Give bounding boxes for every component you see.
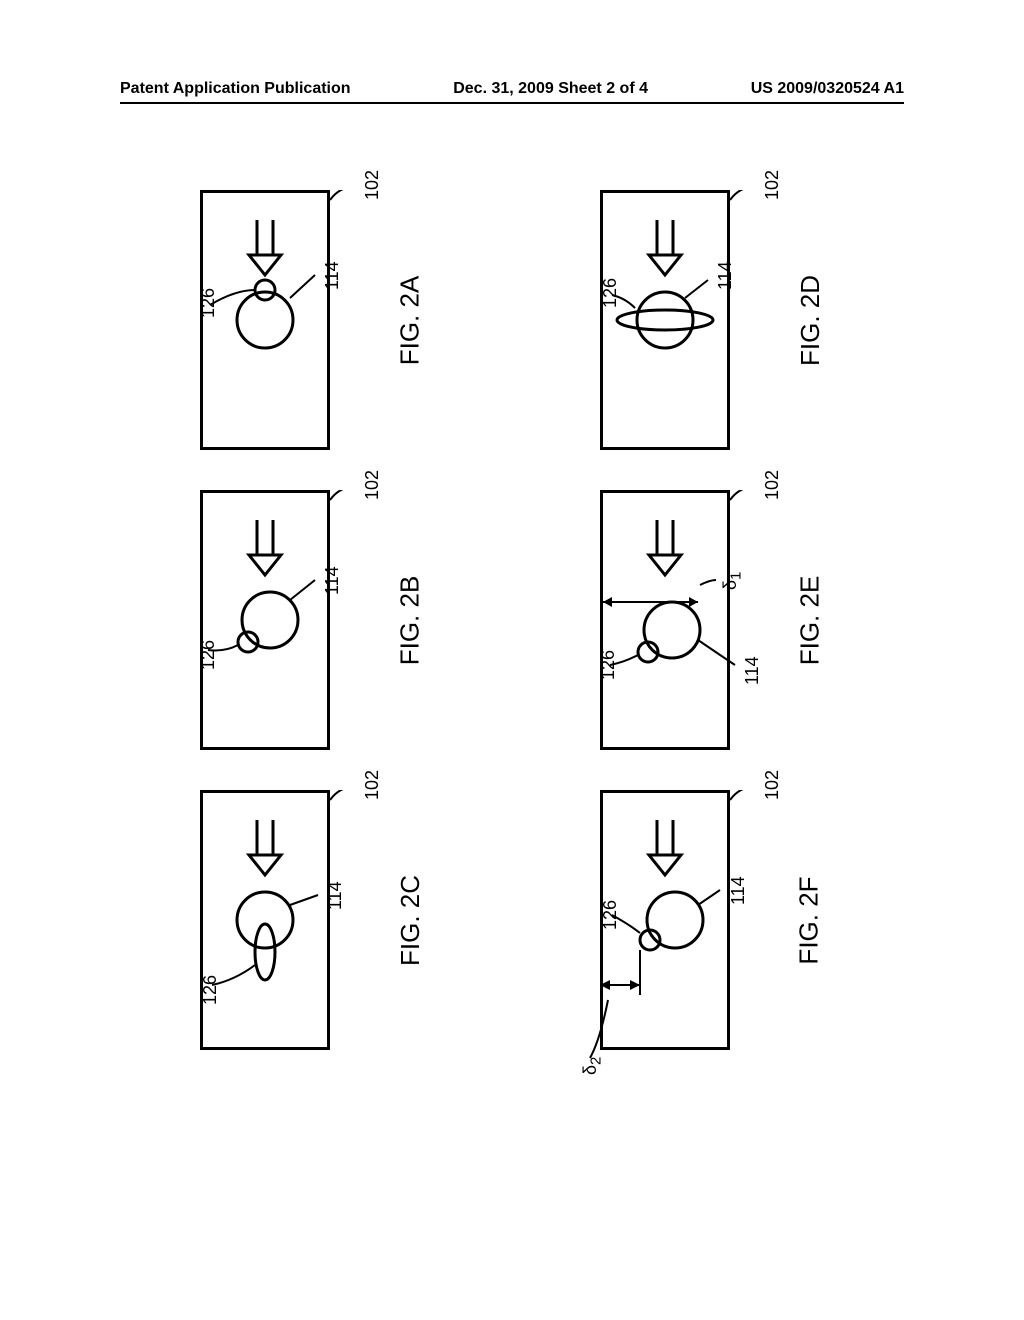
label-114-2c: 114 (325, 881, 346, 910)
label-102-2a: 102 (362, 170, 383, 200)
label-114-2d: 114 (715, 261, 736, 290)
header-center: Dec. 31, 2009 Sheet 2 of 4 (453, 80, 648, 98)
label-102-2d: 102 (762, 170, 783, 200)
label-114-2a: 114 (322, 261, 343, 290)
panel-2c (200, 790, 330, 1050)
label-delta1: δ1 (720, 572, 745, 590)
figcap-2e: FIG. 2E (794, 576, 825, 666)
panel-2d (600, 190, 730, 450)
panel-2e (600, 490, 730, 750)
delta2-sym: δ (580, 1065, 600, 1075)
header-left: Patent Application Publication (120, 80, 351, 98)
label-126-2c: 126 (200, 975, 221, 1005)
label-126-2f: 126 (600, 900, 621, 930)
label-126-2e: 126 (598, 650, 619, 680)
cell-2a: 126 114 102 FIG. 2A (140, 190, 490, 460)
cell-2e: 126 114 102 δ1 FIG. 2E (540, 490, 890, 760)
label-126-2b: 126 (198, 640, 219, 670)
delta1-sym: δ (720, 580, 740, 590)
panel-2b (200, 490, 330, 750)
figcap-2d: FIG. 2D (795, 275, 826, 366)
figcap-2c: FIG. 2C (395, 875, 426, 966)
label-102-2b: 102 (362, 470, 383, 500)
label-114-2f: 114 (728, 876, 749, 905)
figure-area: 126 114 102 FIG. 2A 126 114 102 (140, 190, 870, 1090)
label-114-2b: 114 (322, 566, 343, 595)
label-126-2d: 126 (600, 278, 621, 308)
figcap-2a: FIG. 2A (394, 276, 425, 366)
label-114-2e: 114 (742, 656, 763, 685)
cell-2b: 126 114 102 FIG. 2B (140, 490, 490, 760)
header-right: US 2009/0320524 A1 (751, 80, 904, 98)
delta1-sub: 1 (728, 572, 745, 580)
delta2-sub: 2 (588, 1057, 605, 1065)
figcap-2b: FIG. 2B (394, 576, 425, 666)
figcap-2f: FIG. 2F (794, 876, 825, 964)
label-102-2f: 102 (762, 770, 783, 800)
label-102-2e: 102 (762, 470, 783, 500)
cell-2f: 126 114 102 δ2 FIG. 2F (540, 790, 890, 1060)
label-delta2: δ2 (580, 1057, 605, 1075)
label-102-2c: 102 (362, 770, 383, 800)
label-126-2a: 126 (198, 288, 219, 318)
cell-2d: 126 114 102 FIG. 2D (540, 190, 890, 460)
panel-2a (200, 190, 330, 450)
page: Patent Application Publication Dec. 31, … (0, 0, 1024, 1320)
cell-2c: 126 114 102 FIG. 2C (140, 790, 490, 1060)
page-header: Patent Application Publication Dec. 31, … (120, 80, 904, 104)
